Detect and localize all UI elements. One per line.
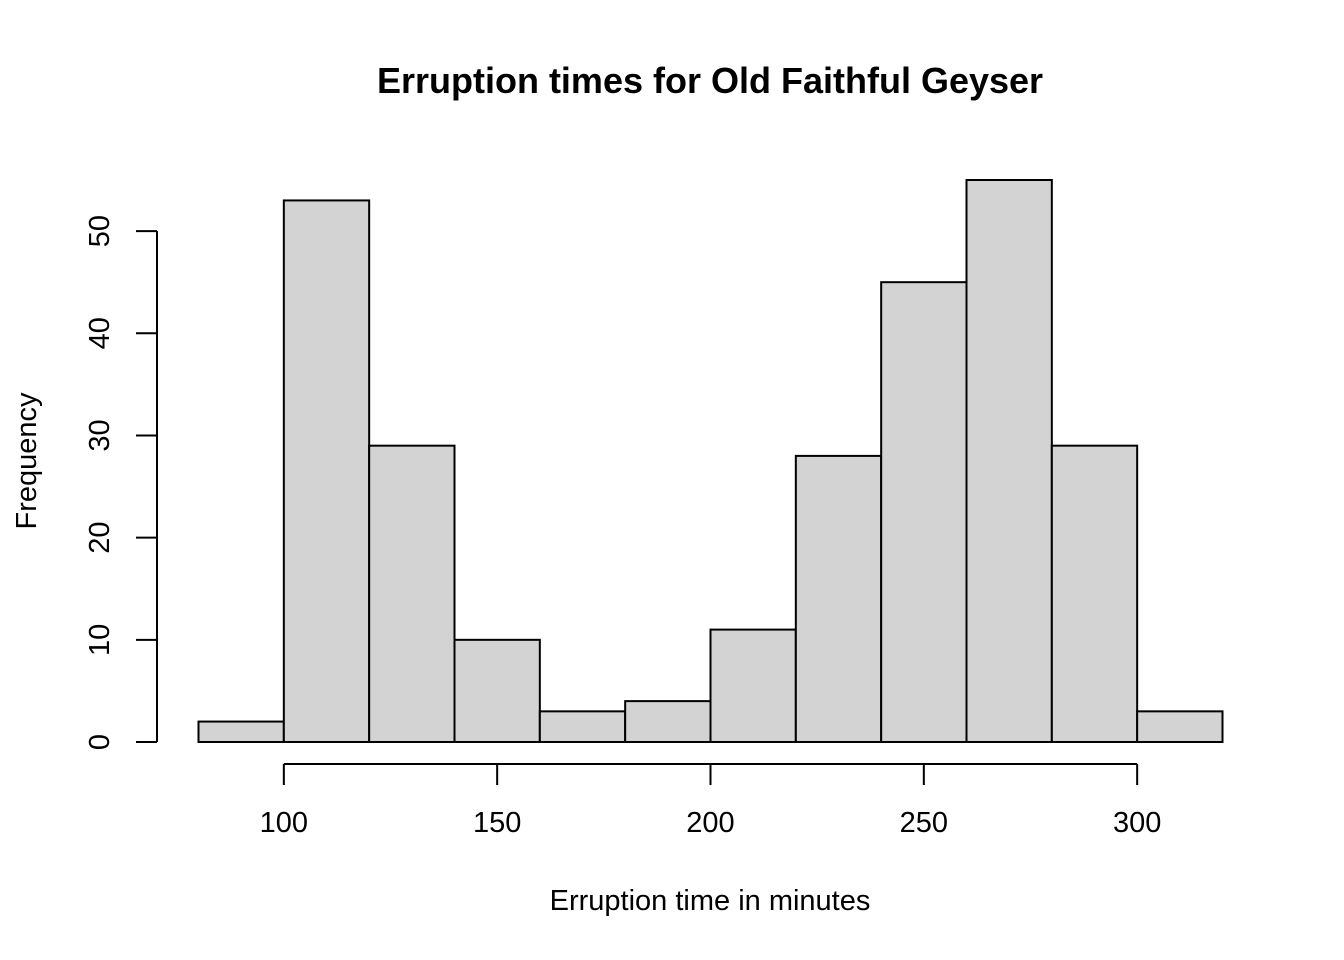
x-tick-label-250: 250 [900, 807, 948, 839]
histogram-bar-140-160 [453, 638, 541, 743]
histogram-bar-260-280 [965, 179, 1053, 743]
x-axis: 100 150 200 250 300 [260, 763, 1161, 839]
y-axis-label: Frequency [11, 392, 43, 530]
y-tick-label-50: 50 [84, 215, 116, 247]
histogram-bar-180-200 [624, 700, 712, 743]
x-axis-label: Erruption time in minutes [550, 885, 871, 917]
histogram-bar-100-120 [282, 199, 371, 744]
y-tick-label-0: 0 [84, 734, 116, 750]
chart-title: Erruption times for Old Faithful Geyser [377, 60, 1043, 101]
histogram-bar-200-220 [709, 628, 797, 743]
histogram-bar-120-140 [368, 444, 456, 743]
histogram-bar-280-300 [1050, 444, 1139, 743]
x-tick-label-150: 150 [473, 807, 521, 839]
x-tick-label-300: 300 [1113, 807, 1161, 839]
histogram-bar-240-260 [880, 281, 968, 743]
histogram-bar-300-320 [1136, 710, 1224, 744]
histogram-bar-220-240 [794, 454, 883, 743]
y-tick-label-30: 30 [84, 419, 116, 451]
bars-group [197, 179, 1224, 744]
histogram-bar-160-180 [538, 710, 627, 744]
y-tick-label-10: 10 [84, 624, 116, 656]
x-tick-label-200: 200 [686, 807, 734, 839]
y-axis: 0 10 20 30 40 50 [84, 215, 158, 750]
histogram-bar-80-100 [197, 720, 285, 744]
x-tick-label-100: 100 [260, 807, 308, 839]
y-tick-label-20: 20 [84, 522, 116, 554]
y-tick-label-40: 40 [84, 317, 116, 349]
